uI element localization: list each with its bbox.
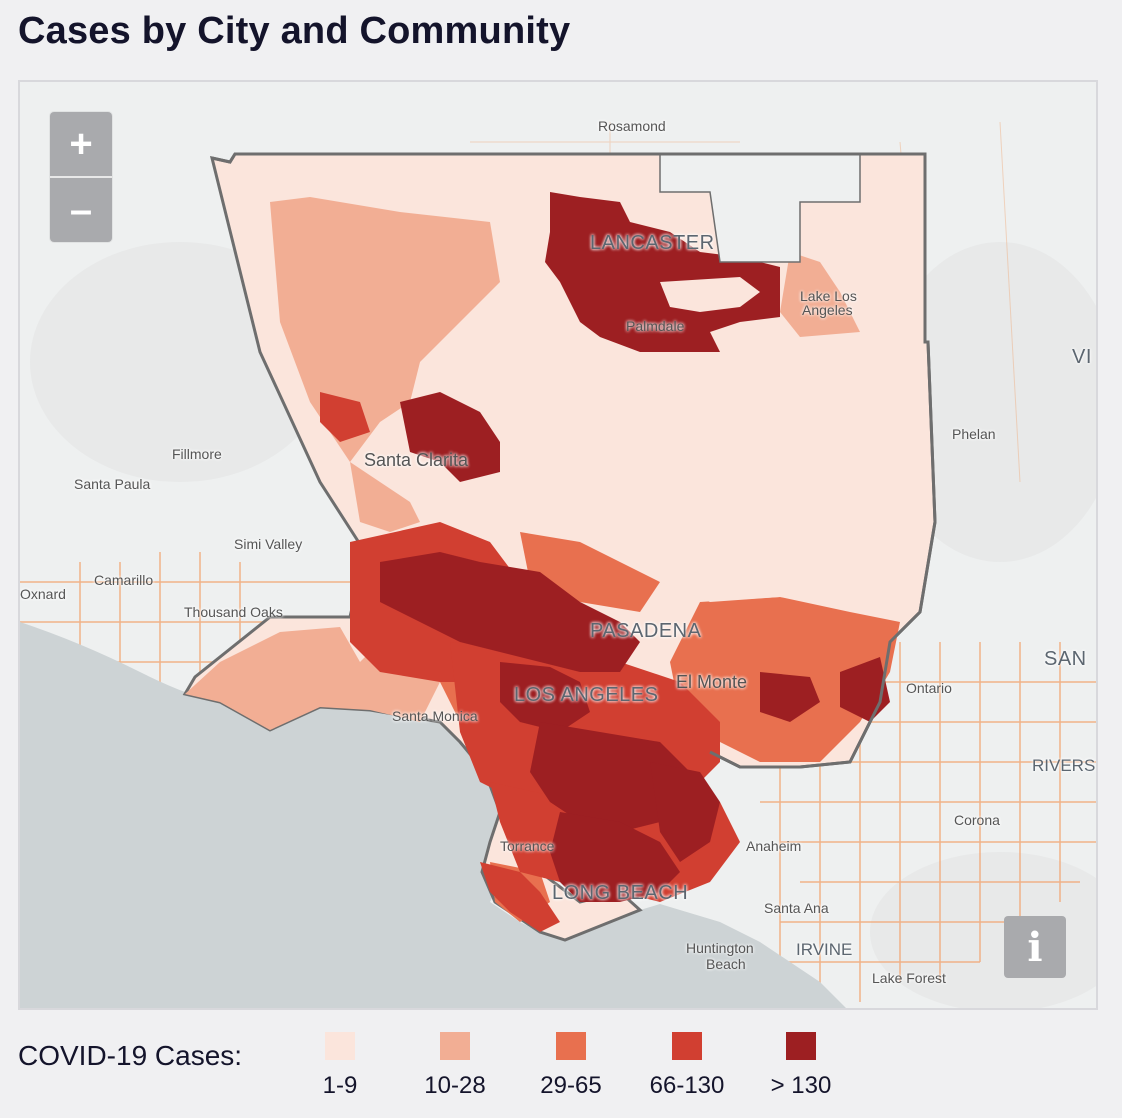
legend-item: 10-28	[400, 1032, 510, 1100]
legend-swatch	[556, 1032, 586, 1060]
place-label: Angeles	[802, 302, 853, 318]
place-label: Lake Forest	[872, 970, 946, 986]
place-label: Santa Clarita	[364, 450, 469, 470]
legend-item: 29-65	[516, 1032, 626, 1100]
place-label: Lake Los	[800, 288, 857, 304]
legend-label: 66-130	[649, 1072, 725, 1099]
map-canvas[interactable]	[20, 82, 1098, 1010]
place-label-major: LANCASTER	[590, 232, 715, 254]
place-label: Oxnard	[20, 586, 66, 602]
info-button[interactable]: i	[1004, 916, 1066, 978]
legend-label: 29-65	[540, 1072, 602, 1099]
unincorporated-area	[659, 153, 861, 263]
place-label-major: PASADENA	[590, 620, 702, 642]
place-label: Santa Monica	[392, 708, 478, 724]
legend-swatch	[325, 1032, 355, 1060]
place-label-major: SAN	[1044, 648, 1087, 670]
place-label-major: LOS ANGELES	[514, 684, 659, 706]
legend-swatch	[786, 1032, 816, 1060]
legend-item: 1-9	[285, 1032, 395, 1100]
place-label: Simi Valley	[234, 536, 303, 552]
place-label: Camarillo	[94, 572, 154, 588]
county-border	[211, 152, 937, 769]
zoom-divider	[50, 176, 112, 178]
place-label: Corona	[954, 812, 1000, 828]
place-label: Thousand Oaks	[184, 604, 283, 620]
place-label: Phelan	[952, 426, 996, 442]
legend-label: > 130	[770, 1072, 832, 1099]
place-label-major: LONG BEACH	[552, 882, 689, 904]
map-container[interactable]: Rosamond LANCASTER Lake Los Angeles Palm…	[18, 80, 1098, 1010]
place-label: Santa Ana	[764, 900, 829, 916]
place-label: Rosamond	[598, 118, 666, 134]
place-label: Anaheim	[746, 838, 802, 854]
place-label-major: RIVERS	[1032, 756, 1096, 775]
choropleth-130-plus	[380, 192, 890, 902]
legend-item: > 130	[746, 1032, 856, 1100]
zoom-in-button[interactable]: +	[50, 112, 112, 176]
zoom-out-button[interactable]: –	[50, 178, 112, 242]
place-label: Beach	[706, 956, 746, 972]
place-label: Fillmore	[172, 446, 222, 462]
legend-label: 10-28	[424, 1072, 486, 1099]
place-label: El Monte	[676, 672, 748, 692]
page-title: Cases by City and Community	[18, 10, 571, 52]
place-label: Palmdale	[626, 318, 685, 334]
legend-swatch	[440, 1032, 470, 1060]
legend-label: 1-9	[322, 1072, 358, 1099]
place-label-major: IRVINE	[796, 940, 853, 959]
place-label-major: VI	[1072, 346, 1092, 368]
place-label: Torrance	[500, 838, 555, 854]
legend-swatch	[672, 1032, 702, 1060]
zoom-control: + –	[50, 112, 112, 242]
legend-title: COVID-19 Cases:	[18, 1040, 243, 1071]
place-label: Santa Paula	[74, 476, 151, 492]
legend-item: 66-130	[632, 1032, 742, 1100]
place-label: Ontario	[906, 680, 952, 696]
choropleth-1-9	[500, 352, 925, 602]
place-label: Huntington	[686, 940, 754, 956]
